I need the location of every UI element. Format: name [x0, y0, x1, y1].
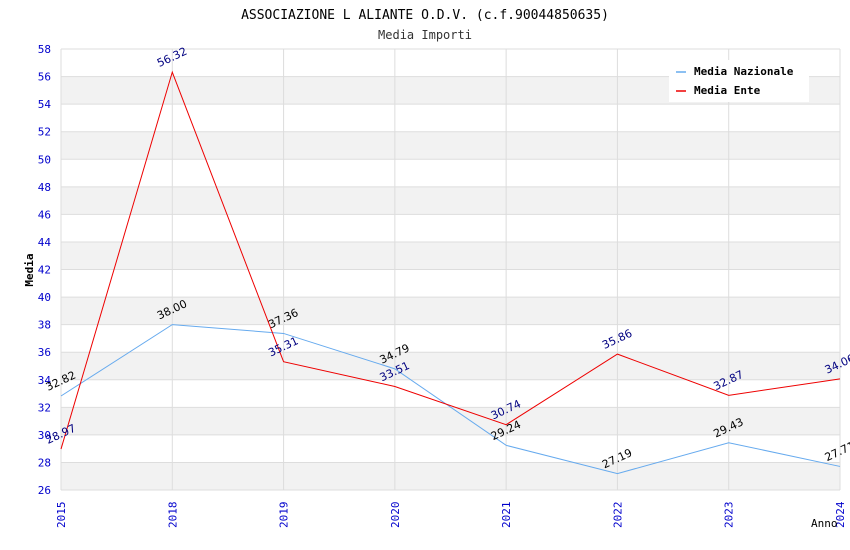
y-tick-label: 36 [38, 346, 51, 359]
y-tick-label: 44 [38, 236, 52, 249]
x-tick-label: 2022 [611, 502, 624, 529]
x-tick-label: 2020 [389, 502, 402, 529]
y-tick-label: 54 [38, 98, 52, 111]
legend-label-media-nazionale: Media Nazionale [694, 65, 794, 78]
series-line [60, 324, 841, 475]
y-tick-label: 58 [38, 43, 51, 56]
y-axis-label: Media [23, 253, 36, 286]
grid-lines [60, 48, 841, 491]
y-tick-label: 48 [38, 181, 51, 194]
grid-band [61, 241, 840, 270]
grid-band [61, 352, 840, 380]
y-tick-label: 50 [38, 153, 51, 166]
series-lines [60, 70, 841, 475]
y-tick-label: 26 [38, 484, 51, 497]
data-label: 27.71 [823, 439, 850, 464]
x-tick-label: 2021 [500, 502, 513, 529]
grid-band [61, 131, 840, 160]
grid-band [61, 297, 840, 325]
x-axis-ticks: 2015 2018 2019 2020 2021 2022 2023 2024 [55, 501, 847, 528]
y-tick-label: 38 [38, 319, 51, 332]
y-tick-label: 28 [38, 456, 51, 469]
grid-band [61, 407, 840, 435]
chart-subtitle: Media Importi [378, 28, 472, 42]
legend-box [669, 60, 809, 102]
y-tick-label: 52 [38, 126, 51, 139]
x-tick-label: 2023 [723, 502, 736, 529]
x-tick-label: 2019 [278, 502, 291, 529]
chart-title: ASSOCIAZIONE L ALIANTE O.D.V. (c.f.90044… [241, 8, 609, 23]
y-tick-label: 34 [38, 374, 52, 387]
y-tick-label: 42 [38, 264, 51, 277]
y-tick-label: 32 [38, 401, 51, 414]
legend-label-media-ente: Media Ente [694, 84, 761, 97]
x-tick-label: 2018 [166, 502, 179, 529]
x-tick-label: 2024 [834, 501, 847, 528]
y-tick-label: 46 [38, 208, 51, 221]
grid-band [61, 186, 840, 215]
y-tick-label: 30 [38, 429, 51, 442]
y-axis-ticks: 26 28 30 32 34 36 38 40 42 44 46 48 50 52 54 56 58 [38, 43, 52, 497]
x-axis-label: Anno [811, 517, 838, 530]
y-tick-label: 40 [38, 291, 51, 304]
legend: Media Nazionale Media Ente [669, 60, 809, 102]
x-tick-label: 2015 [55, 502, 68, 529]
grid-band [61, 462, 840, 490]
y-tick-label: 56 [38, 71, 51, 84]
series-line [60, 70, 841, 450]
grid-bands [61, 76, 840, 490]
